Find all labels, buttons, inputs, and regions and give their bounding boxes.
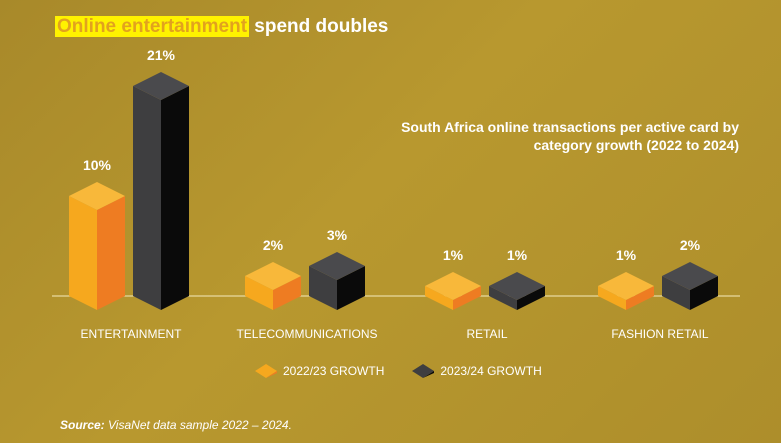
source-note: Source: VisaNet data sample 2022 – 2024.	[60, 418, 292, 432]
bar-0-3	[598, 272, 654, 310]
bar-face-top	[309, 252, 365, 280]
value-label-1-2: 1%	[507, 247, 528, 263]
bar-face-top	[598, 272, 654, 300]
bar-face-right	[273, 276, 301, 310]
legend-label-2023-24: 2023/24 GROWTH	[440, 364, 542, 378]
bar-face-left	[489, 286, 517, 310]
source-text: VisaNet data sample 2022 – 2024.	[104, 418, 292, 432]
bar-face-left	[133, 86, 161, 310]
bar-1-2	[489, 272, 545, 310]
category-label-0: ENTERTAINMENT	[81, 327, 183, 341]
bar-face-left	[425, 286, 453, 310]
chart-subtitle: South Africa online transactions per act…	[339, 118, 739, 154]
bar-face-left	[662, 276, 690, 310]
title-rest: spend doubles	[249, 16, 389, 37]
category-label-1: TELECOMMUNICATIONS	[236, 327, 377, 341]
legend-item-2023-24: 2023/24 GROWTH	[412, 364, 542, 378]
bar-face-right	[690, 276, 718, 310]
bar-1-3	[662, 262, 718, 310]
bar-0-0	[69, 182, 125, 310]
bar-1-1	[309, 252, 365, 310]
bar-face-right	[337, 266, 365, 310]
source-label: Source:	[60, 418, 105, 432]
title-highlight: Online entertainment	[55, 16, 250, 37]
legend-swatch-orange	[255, 364, 277, 378]
bar-face-right	[517, 286, 545, 310]
legend-item-2022-23: 2022/23 GROWTH	[255, 364, 384, 378]
bar-1-0	[133, 72, 189, 310]
legend-swatch-dark	[412, 364, 435, 378]
bar-face-top	[133, 72, 189, 100]
bar-face-right	[97, 196, 125, 310]
bar-face-right	[453, 286, 481, 310]
legend: 2022/23 GROWTH 2023/24 GROWTH	[255, 364, 570, 378]
bar-0-2	[425, 272, 481, 310]
bar-face-top	[245, 262, 301, 290]
value-label-1-0: 21%	[147, 47, 176, 63]
bar-face-left	[309, 266, 337, 310]
chart-title: Online entertainment spend doubles	[55, 16, 388, 38]
value-label-0-2: 1%	[443, 247, 464, 263]
subtitle-line-2: category growth (2022 to 2024)	[533, 137, 739, 153]
bar-face-top	[69, 182, 125, 210]
value-label-0-1: 2%	[263, 237, 284, 253]
value-label-0-0: 10%	[83, 157, 112, 173]
value-label-1-1: 3%	[327, 227, 348, 243]
bar-face-left	[245, 276, 273, 310]
bar-face-top	[425, 272, 481, 300]
bar-face-left	[69, 196, 97, 310]
bar-face-right	[626, 286, 654, 310]
bar-0-1	[245, 262, 301, 310]
bar-face-top	[489, 272, 545, 300]
value-label-1-3: 2%	[680, 237, 701, 253]
category-label-3: FASHION RETAIL	[611, 327, 708, 341]
bar-face-top	[662, 262, 718, 290]
legend-label-2022-23: 2022/23 GROWTH	[283, 364, 385, 378]
subtitle-line-1: South Africa online transactions per act…	[401, 119, 739, 135]
bar-face-left	[598, 286, 626, 310]
value-label-0-3: 1%	[616, 247, 637, 263]
bar-face-right	[161, 86, 189, 310]
category-label-2: RETAIL	[466, 327, 507, 341]
